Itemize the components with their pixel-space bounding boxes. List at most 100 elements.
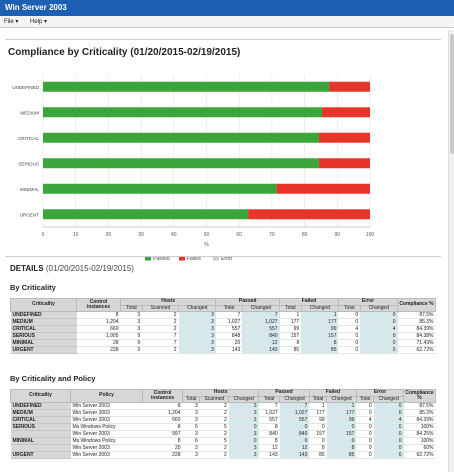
x-axis-label: % — [204, 242, 209, 248]
col-error-total: Total — [355, 395, 375, 403]
table-cell: 557 — [258, 416, 280, 424]
table-cell: 2 — [199, 444, 229, 452]
table-cell: 228 — [76, 346, 121, 354]
table-cell: 0 — [356, 402, 374, 410]
table-cell: 3 — [178, 339, 216, 347]
table-cell: 143 — [242, 346, 280, 354]
x-tick-label: 10 — [73, 232, 79, 238]
col-control-instances: Control instances — [76, 298, 121, 312]
table-cell: 0 — [338, 332, 361, 340]
table-cell: 660 — [76, 325, 121, 333]
table-row: Win Server 2003 20 3 2 3 12 12 8 8 0 0 60% — [10, 444, 436, 452]
criticality-cell — [10, 444, 71, 452]
table-row: MEDIUM Win Server 2003 1,204 3 2 3 1,027 1,027 1… — [10, 409, 436, 417]
table-cell: 84.25% — [403, 430, 436, 438]
table-row: Win Server 2003 997 3 2 3 840 840 157 157 0 0 84.25… — [10, 430, 436, 438]
divider — [5, 39, 441, 40]
criticality-cell: CRITICAL — [10, 416, 71, 424]
table-cell: 3 — [120, 346, 143, 354]
details-range: (01/20/2015-02/19/2015) — [45, 264, 134, 273]
x-tick-label: 80 — [302, 232, 308, 238]
table-cell: 12 — [242, 339, 280, 347]
x-tick-label: 20 — [106, 232, 112, 238]
table-cell: 157 — [309, 430, 327, 438]
table-cell: 62.72% — [397, 346, 436, 354]
table-cell: 1 — [301, 311, 339, 319]
table-cell: 85.3% — [397, 318, 436, 326]
table-cell: 20 — [215, 339, 243, 347]
table-cell: 840 — [279, 430, 310, 438]
table-cell: 99 — [309, 416, 327, 424]
details-label: DETAILS — [10, 264, 44, 273]
table-cell: 8 — [142, 437, 183, 445]
menu-file[interactable]: File ▾ — [4, 19, 19, 25]
legend-swatch-passed — [145, 256, 151, 261]
vertical-scrollbar[interactable] — [448, 30, 454, 472]
table-cell: 0 — [228, 437, 259, 445]
policy-cell: Ms Windows Policy — [70, 437, 143, 445]
table-cell: 0 — [360, 318, 398, 326]
table-cell: 4 — [356, 416, 374, 424]
table-cell: 2 — [199, 451, 229, 459]
table-row: MINIMAL Ms Windows Policy 8 6 5 0 8 0 0 0 0 0 100% — [10, 437, 436, 445]
menu-help[interactable]: Help ▾ — [30, 19, 48, 25]
col-control-instances: Control instances — [142, 389, 183, 403]
table-cell: 85 — [279, 346, 302, 354]
table-cell: 85 — [309, 451, 327, 459]
table-cell: 0 — [360, 332, 398, 340]
table-cell: 4 — [360, 325, 398, 333]
table-cell: 1 — [309, 402, 327, 410]
table-row: SERIOUS 1,905 9 7 3 848 840 157 157 0 0 84.38% — [10, 332, 436, 340]
table-cell: 0 — [356, 423, 374, 431]
policy-cell: Win Server 2003 — [70, 416, 143, 424]
table-cell: 3 — [228, 416, 259, 424]
table-cell: 4 — [373, 416, 404, 424]
table-cell: 157 — [301, 332, 339, 340]
table-cell: 177 — [309, 409, 327, 417]
table-cell: 840 — [258, 430, 280, 438]
table-cell: 0 — [373, 423, 404, 431]
table-cell: 2 — [199, 416, 229, 424]
table-cell: 7 — [279, 402, 310, 410]
table-cell: 0 — [279, 437, 310, 445]
table-cell: 2 — [199, 430, 229, 438]
col-failed-total: Total — [308, 395, 328, 403]
table-cell: 1 — [326, 402, 357, 410]
bar-failed — [318, 158, 370, 169]
table-cell: 177 — [301, 318, 339, 326]
table-cell: 12 — [258, 444, 280, 452]
table-cell: 3 — [182, 430, 200, 438]
table-cell: 3 — [228, 409, 259, 417]
table-row: URGENT Win Server 2003 228 3 2 3 143 143 85 85 0 0 6… — [10, 451, 436, 459]
policy-table: Criticality Policy Control instances Hos… — [10, 389, 436, 459]
table-row: MEDIUM 1,204 3 2 3 1,027 1,027 177 177 0 0 85.3% — [10, 318, 436, 326]
table-cell: 0 — [360, 339, 398, 347]
table-cell: 3 — [120, 325, 143, 333]
category-label: MINIMAL — [20, 187, 40, 192]
table-cell: 228 — [142, 451, 183, 459]
policy-cell: Win Server 2003 — [70, 444, 143, 452]
table-cell: 0 — [356, 437, 374, 445]
bar-failed — [276, 183, 370, 194]
table-cell: 0 — [360, 346, 398, 354]
table-row: SERIOUS Ms Windows Policy 8 6 5 0 8 0 0 0 0 0 100% — [10, 423, 436, 431]
table-cell: 557 — [215, 325, 243, 333]
table-cell: 177 — [326, 409, 357, 417]
col-criticality: Criticality — [10, 389, 71, 403]
window-title: Win Server 2003 — [0, 0, 454, 16]
scrollbar-thumb[interactable] — [450, 34, 454, 154]
bar-passed — [43, 209, 249, 220]
col-passed-total: Total — [258, 395, 281, 403]
bar-passed — [43, 183, 277, 194]
table-cell: 3 — [228, 444, 259, 452]
table-cell: 3 — [228, 451, 259, 459]
col-passed-changed: Changed — [241, 304, 281, 312]
table-cell: 3 — [178, 318, 216, 326]
table-cell: 3 — [182, 444, 200, 452]
criticality-cell: UNDEFINED — [10, 402, 71, 410]
col-error-changed: Changed — [359, 304, 399, 312]
table-cell: 3 — [178, 332, 216, 340]
table-cell: 84.38% — [397, 332, 436, 340]
table-cell: 20 — [142, 444, 183, 452]
criticality-cell: SERIOUS — [10, 423, 71, 431]
